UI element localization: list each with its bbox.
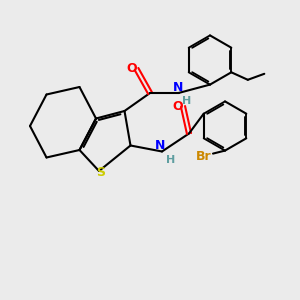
Text: N: N [173,81,184,94]
Text: O: O [127,62,137,76]
Text: H: H [182,96,191,106]
Text: Br: Br [196,150,212,163]
Text: N: N [155,139,166,152]
Text: O: O [172,100,183,113]
Text: S: S [96,166,105,179]
Text: H: H [166,155,175,165]
